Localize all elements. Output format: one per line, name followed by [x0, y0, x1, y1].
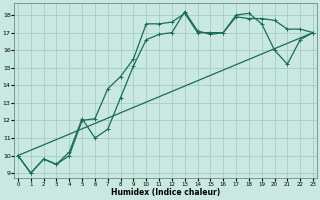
- X-axis label: Humidex (Indice chaleur): Humidex (Indice chaleur): [111, 188, 220, 197]
